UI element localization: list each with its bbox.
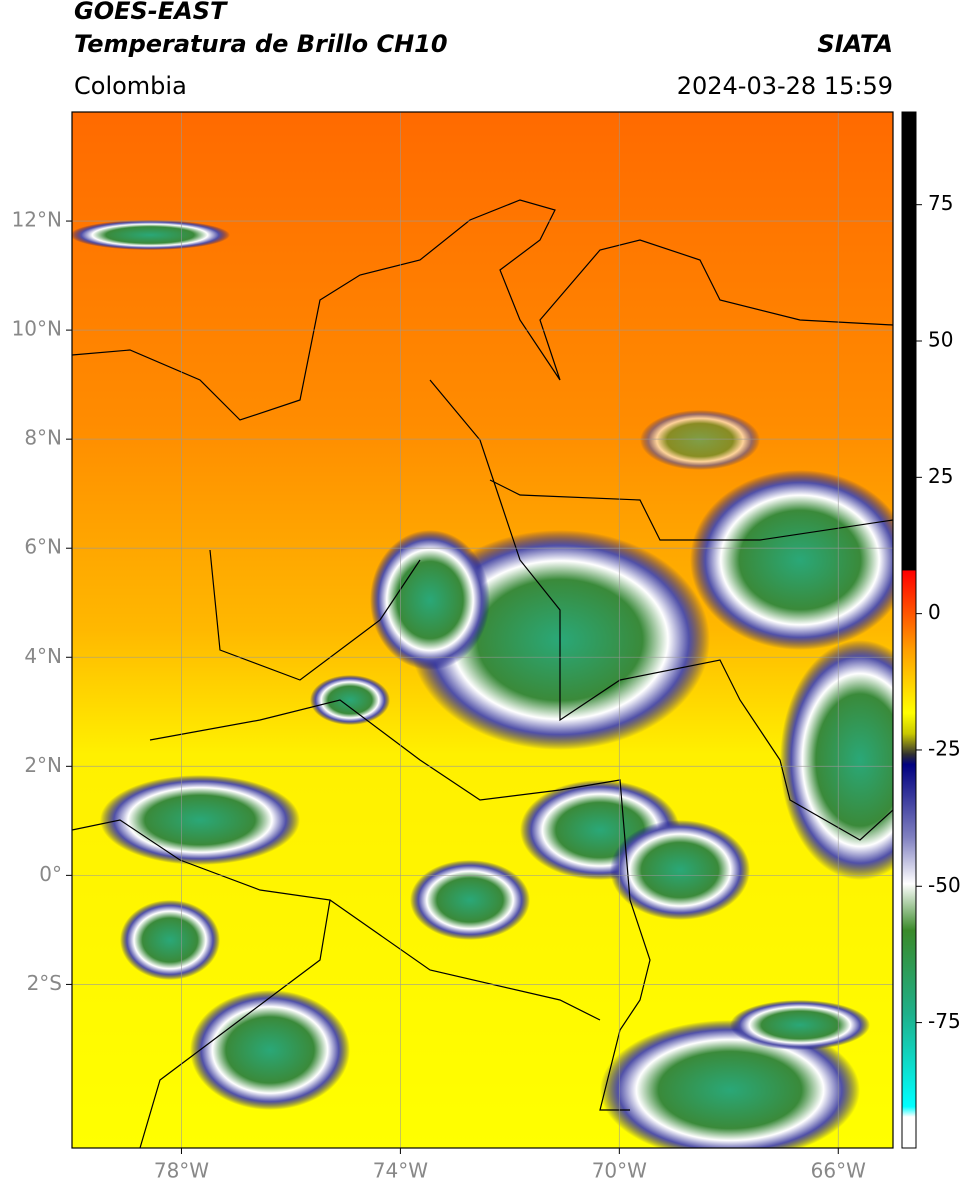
timestamp: 2024-03-28 15:59 — [677, 72, 893, 100]
x-tick-label: 78°W — [154, 1159, 209, 1183]
x-tick-label: 74°W — [373, 1159, 428, 1183]
region: Colombia — [74, 72, 187, 100]
y-tick-label: 2°N — [24, 753, 62, 777]
colorbar-tick-label: 0 — [928, 600, 941, 624]
x-tick-label: 66°W — [811, 1159, 866, 1183]
x-tick-label: 70°W — [592, 1159, 647, 1183]
satellite-image — [72, 112, 893, 1148]
colorbar-tick-label: 75 — [928, 191, 953, 215]
y-tick-label: 4°N — [24, 644, 62, 668]
colorbar — [901, 111, 917, 1149]
y-tick-label: 6°N — [24, 535, 62, 559]
y-tick-label: 2°S — [27, 971, 62, 995]
source: SIATA — [817, 30, 893, 58]
y-tick-label: 0° — [39, 862, 62, 886]
colorbar-tick-label: -25 — [928, 736, 961, 760]
colorbar-tick-label: -75 — [928, 1009, 961, 1033]
map-frame — [71, 111, 894, 1149]
colorbar-tick-label: 25 — [928, 464, 953, 488]
subtitle: Temperatura de Brillo CH10 — [74, 30, 448, 58]
colorbar-tick-label: 50 — [928, 328, 953, 352]
colorbar-tick-label: -50 — [928, 873, 961, 897]
y-tick-label: 8°N — [24, 426, 62, 450]
y-tick-label: 12°N — [12, 208, 62, 232]
title: GOES-EAST — [74, 0, 228, 25]
y-tick-label: 10°N — [12, 317, 62, 341]
